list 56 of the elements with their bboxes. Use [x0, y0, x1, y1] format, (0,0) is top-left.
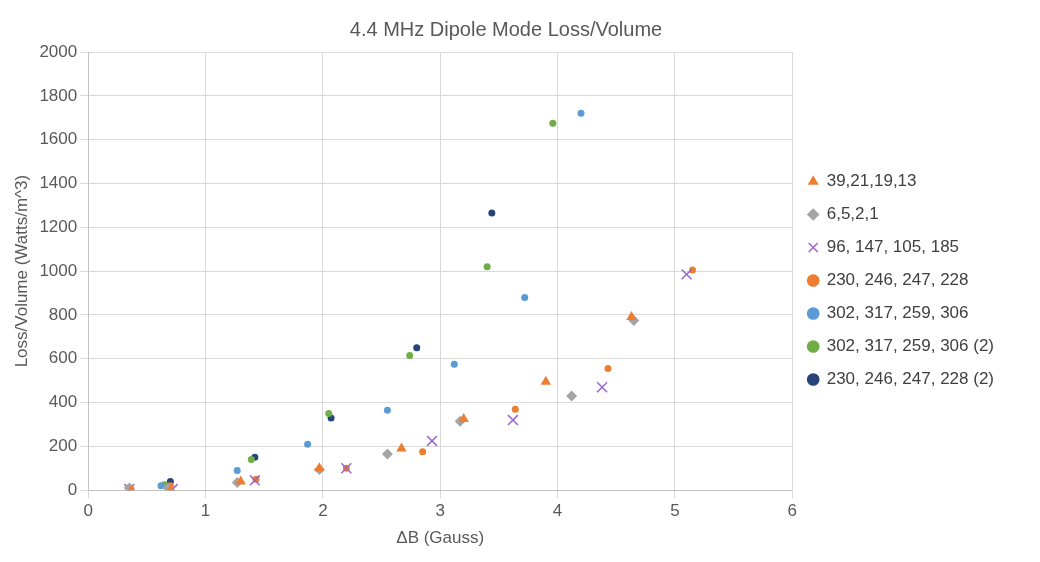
y-tick-label: 2000 [39, 41, 78, 61]
point [426, 435, 438, 447]
point [325, 410, 333, 418]
x-tick-label: 5 [670, 501, 680, 521]
point [458, 412, 469, 422]
x-tick-label: 4 [552, 501, 563, 521]
point [604, 365, 612, 373]
y-tick-label: 1000 [39, 260, 78, 280]
point [381, 448, 393, 460]
point [596, 381, 608, 393]
y-axis-title: Loss/Volume (Watts/m^3) [11, 174, 31, 368]
chart-title: 4.4 MHz Dipole Mode Loss/Volume [349, 17, 663, 40]
x-axis-title: ΔB (Gauss) [396, 528, 485, 548]
point [540, 375, 552, 385]
point [157, 482, 165, 490]
point [450, 360, 458, 368]
legend-label: 302, 317, 259, 306 (2) [826, 336, 994, 356]
legend-label: 39,21,19,13 [826, 171, 917, 191]
point [488, 209, 496, 217]
legend-label: 230, 246, 247, 228 (2) [826, 369, 994, 389]
y-tick-label: 0 [67, 479, 78, 499]
y-tick-label: 800 [48, 304, 78, 324]
y-tick-label: 200 [48, 436, 78, 456]
point [566, 390, 578, 402]
y-tick-label: 1400 [39, 173, 78, 193]
y-tick-label: 1800 [39, 85, 78, 105]
point [521, 293, 529, 301]
x-tick-label: 3 [435, 501, 445, 521]
point [577, 109, 585, 117]
point [413, 344, 421, 352]
x-tick-label: 1 [200, 501, 211, 521]
x-tick-label: 2 [318, 501, 328, 521]
y-tick-label: 1200 [39, 216, 78, 236]
y-tick-label: 1600 [39, 129, 78, 149]
point [483, 263, 491, 271]
legend-label: 96, 147, 105, 185 [826, 237, 960, 257]
point [247, 456, 255, 464]
legend-label: 230, 246, 247, 228 [826, 270, 969, 290]
y-tick-label: 600 [48, 348, 78, 368]
point [511, 405, 519, 413]
point [507, 414, 519, 426]
point [383, 406, 391, 414]
point [549, 119, 557, 127]
legend-label: 302, 317, 259, 306 [826, 303, 969, 323]
point [626, 311, 637, 321]
point [304, 440, 312, 448]
point [249, 474, 261, 487]
point [419, 448, 427, 456]
legend-label: 6,5,2,1 [826, 204, 879, 224]
point [680, 268, 693, 281]
x-tick-label: 0 [83, 501, 93, 521]
x-tick-label: 6 [787, 501, 797, 521]
point [396, 442, 407, 452]
point [406, 351, 414, 359]
point [233, 466, 241, 474]
y-tick-label: 400 [48, 392, 78, 412]
